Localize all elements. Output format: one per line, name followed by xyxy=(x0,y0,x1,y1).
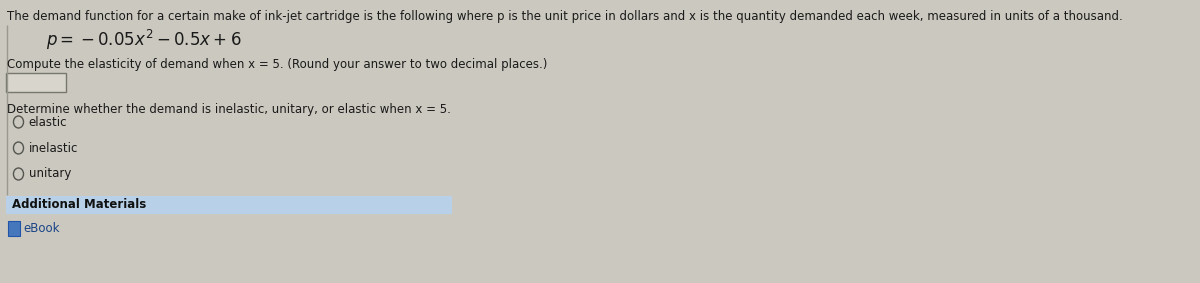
Text: eBook: eBook xyxy=(24,222,60,235)
Text: Additional Materials: Additional Materials xyxy=(12,198,146,211)
Text: inelastic: inelastic xyxy=(29,142,78,155)
Circle shape xyxy=(13,168,24,180)
Circle shape xyxy=(13,116,24,128)
FancyBboxPatch shape xyxy=(6,72,66,91)
Text: unitary: unitary xyxy=(29,168,71,181)
Text: elastic: elastic xyxy=(29,115,67,128)
Circle shape xyxy=(13,142,24,154)
Text: $p = -0.05x^2 - 0.5x + 6$: $p = -0.05x^2 - 0.5x + 6$ xyxy=(47,28,241,52)
FancyBboxPatch shape xyxy=(6,196,452,214)
Text: Compute the elasticity of demand when x = 5. (Round your answer to two decimal p: Compute the elasticity of demand when x … xyxy=(7,58,547,71)
FancyBboxPatch shape xyxy=(8,221,19,236)
Text: The demand function for a certain make of ink-jet cartridge is the following whe: The demand function for a certain make o… xyxy=(7,10,1122,23)
Text: Determine whether the demand is inelastic, unitary, or elastic when x = 5.: Determine whether the demand is inelasti… xyxy=(7,103,450,116)
